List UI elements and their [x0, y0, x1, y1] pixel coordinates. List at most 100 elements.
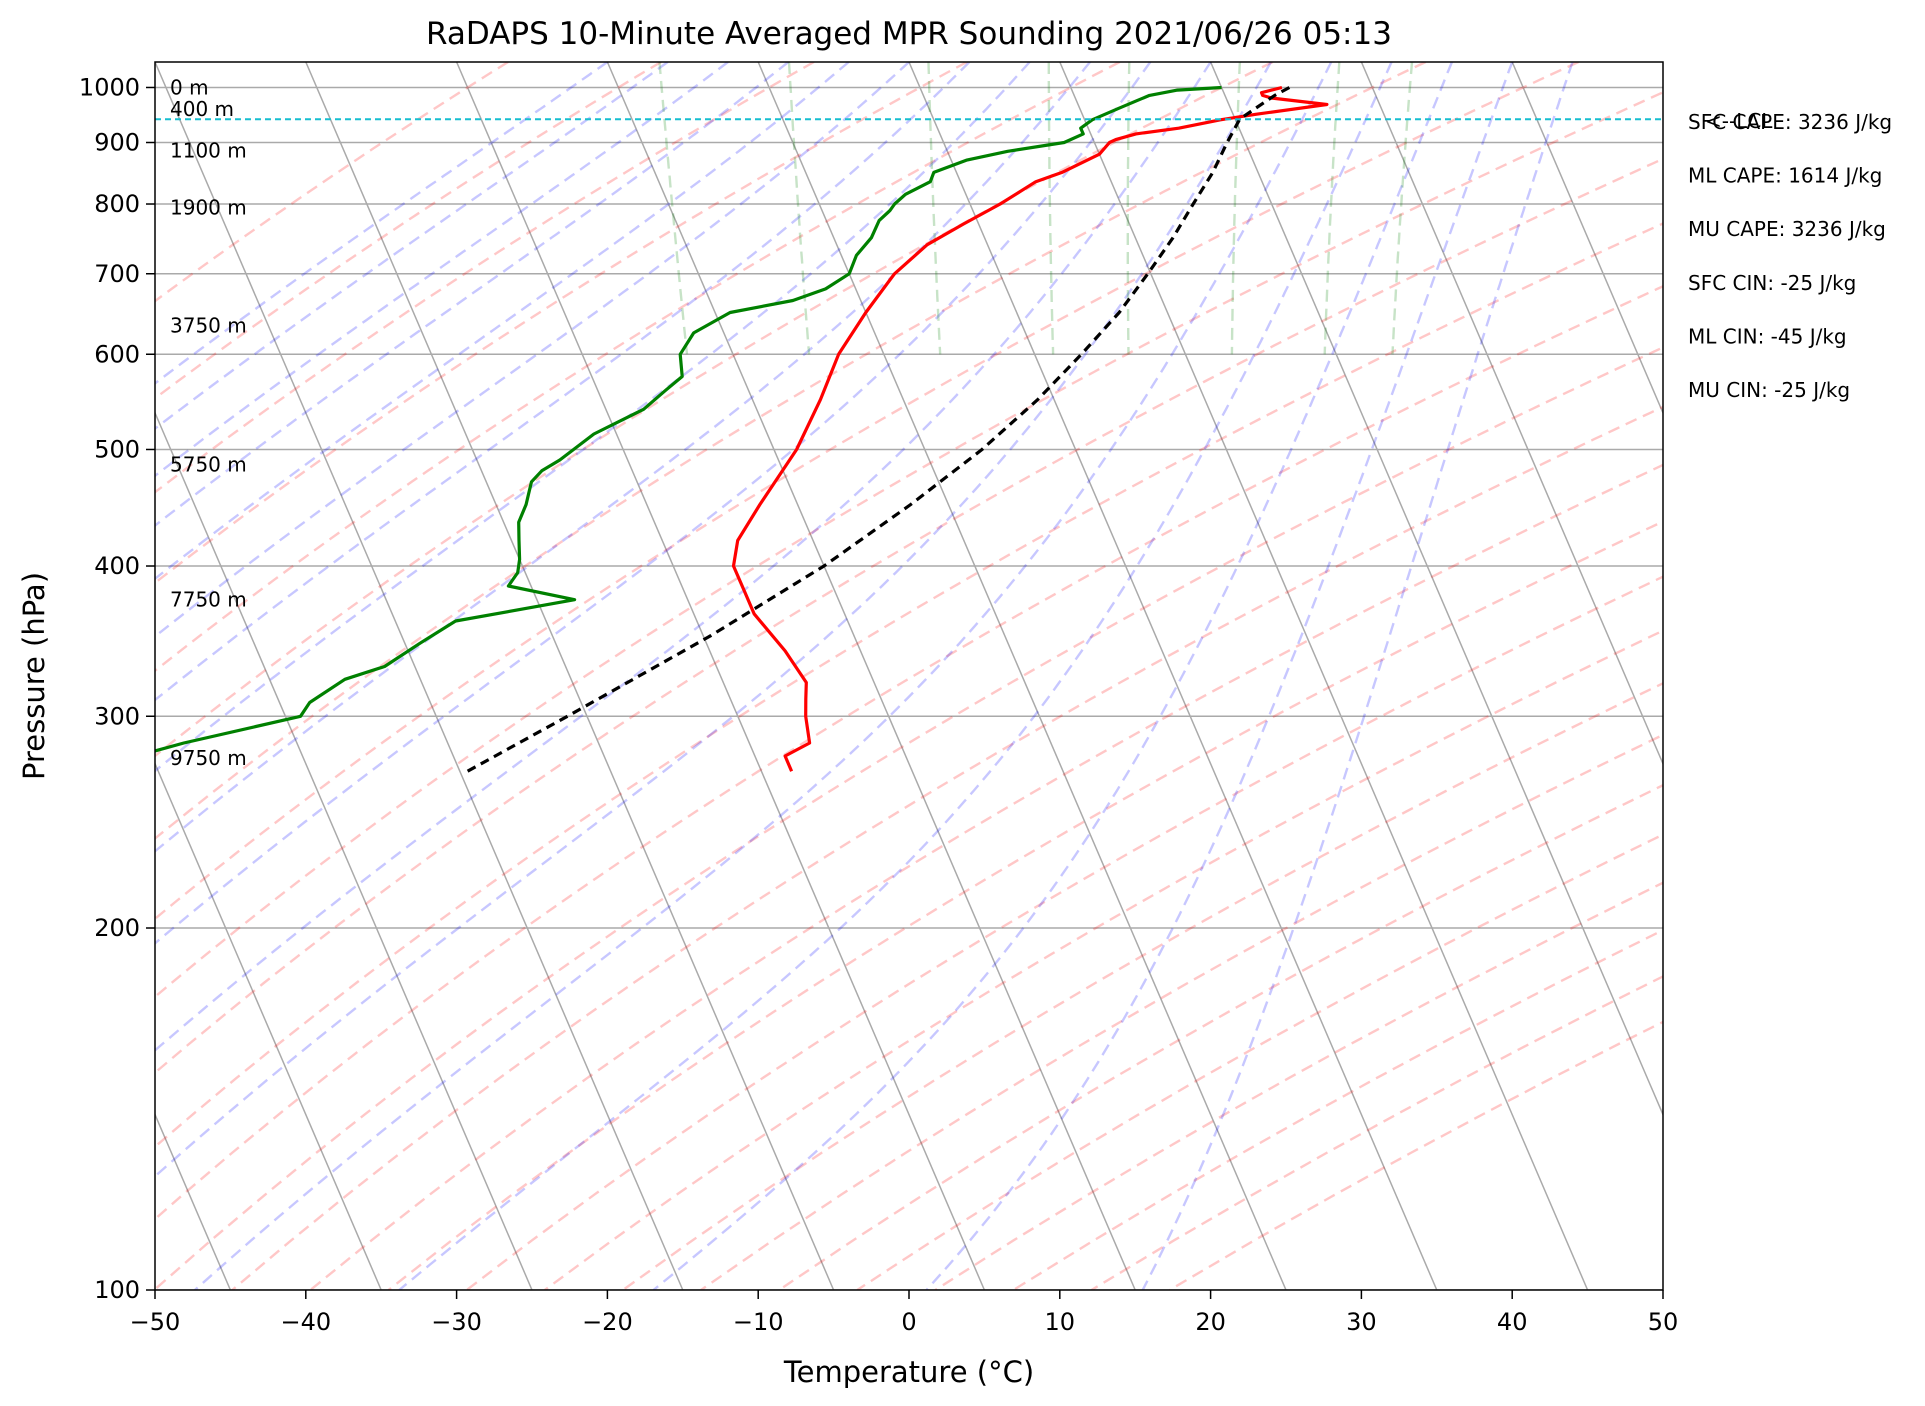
x-tick-label: −10: [733, 1308, 784, 1336]
dry-adiabat-line: [934, 881, 1663, 1290]
moist-adiabat-line: [155, 62, 1091, 853]
dry-adiabat-line: [155, 91, 1663, 999]
height-label: 1100 m: [170, 139, 247, 163]
moist-adiabat-line: [925, 62, 1514, 1290]
dry-adiabat-line: [155, 346, 1663, 1290]
y-tick-label: 200: [94, 914, 140, 942]
series-layer: [155, 85, 1663, 773]
y-tick-label: 1000: [79, 73, 140, 101]
x-tick-label: 40: [1497, 1308, 1528, 1336]
height-label: 7750 m: [170, 588, 247, 612]
isotherm-line: [155, 761, 382, 1290]
y-tick-label: 700: [94, 260, 140, 288]
stability-index-label: MU CAPE: 3236 J/kg: [1688, 217, 1886, 241]
height-label: 3750 m: [170, 313, 247, 337]
stability-index-label: ML CIN: -45 J/kg: [1688, 324, 1847, 348]
y-tick-label: 500: [94, 435, 140, 463]
dry-adiabat-line: [544, 629, 1663, 1290]
stability-index-label: MU CIN: -25 J/kg: [1688, 378, 1850, 402]
height-label: 5750 m: [170, 452, 247, 476]
parcel-path-line: [466, 86, 1291, 773]
mixing-ratio-line: [1391, 62, 1414, 355]
dry-adiabat-line: [155, 62, 968, 585]
y-tick-label: 600: [94, 340, 140, 368]
height-label: 400 m: [170, 97, 234, 121]
height-label: 0 m: [170, 75, 209, 99]
dry-adiabat-line: [155, 62, 509, 303]
mixing-ratio-line: [927, 62, 942, 355]
moist-adiabat-line: [1141, 62, 1574, 1290]
y-tick-label: 300: [94, 702, 140, 730]
isotherm-line: [155, 410, 533, 1290]
moist-adiabat-line: [155, 62, 910, 639]
axis-ticks-layer: −50 −40 −30 −20 −10 0 10 20 30 40 50 1000 900 800 700 6…: [79, 73, 1678, 1336]
moist-adiabat-line: [398, 62, 1393, 1290]
isotherm-line: [305, 62, 835, 1290]
dry-adiabat-line: [155, 62, 1121, 673]
x-tick-label: 30: [1346, 1308, 1377, 1336]
x-tick-label: −50: [130, 1308, 181, 1336]
dry-adiabat-line: [155, 62, 1580, 921]
moist-adiabat-line: [155, 62, 729, 478]
y-tick-label: 400: [94, 552, 140, 580]
dry-adiabat-line: [231, 405, 1663, 1290]
plot-frame: [154, 61, 1664, 1291]
dry-adiabat-line: [387, 520, 1663, 1290]
dry-adiabat-line: [155, 62, 1427, 841]
dry-adiabat-line: [622, 681, 1663, 1290]
x-tick-label: −40: [280, 1308, 331, 1336]
isotherm-line: [1360, 62, 1663, 766]
dry-adiabat-line: [155, 62, 815, 494]
temperature-line: [731, 85, 1329, 772]
moist-adiabat-line: [155, 62, 1272, 1178]
isotherm-line: [1511, 62, 1663, 415]
mixing-ratio-line: [658, 62, 689, 355]
mixing-ratio-line: [1230, 62, 1242, 355]
moist-adiabat-line: [155, 62, 1212, 1052]
dry-adiabat-line: [465, 575, 1663, 1290]
chart-title: RaDAPS 10-Minute Averaged MPR Sounding 2…: [426, 16, 1392, 52]
dry-adiabat-line: [700, 733, 1663, 1290]
x-tick-label: −20: [582, 1308, 633, 1336]
stability-index-label: SFC CIN: -25 J/kg: [1688, 271, 1856, 295]
y-axis-label: Pressure (hPa): [17, 572, 51, 780]
y-tick-label: 100: [94, 1276, 140, 1304]
y-tick-label: 900: [94, 129, 140, 157]
isotherm-line: [1059, 62, 1589, 1290]
isotherm-line: [606, 62, 1136, 1290]
dry-adiabat-line: [155, 62, 1274, 758]
moist-adiabat-line: [155, 62, 1152, 945]
stability-index-label: ML CAPE: 1614 J/kg: [1688, 164, 1882, 188]
moist-adiabat-line: [155, 62, 609, 385]
isotherm-line: [155, 62, 684, 1290]
x-tick-label: 10: [1045, 1308, 1076, 1336]
dry-adiabat-line: [309, 463, 1663, 1290]
dry-adiabat-line: [778, 783, 1663, 1290]
isotherm-line: [757, 62, 1287, 1290]
lcl-label: <--LCL: [1705, 109, 1773, 133]
mixing-ratio-line: [1323, 62, 1341, 355]
dry-adiabat-line: [155, 222, 1663, 1149]
x-tick-label: 50: [1648, 1308, 1679, 1336]
height-label: 1900 m: [170, 195, 247, 219]
x-tick-label: 0: [901, 1308, 916, 1336]
isotherm-line: [908, 62, 1438, 1290]
mixing-ratio-line: [787, 62, 811, 355]
dry-adiabat-line: [155, 157, 1663, 1075]
background-lines-layer: [155, 62, 1663, 1290]
moist-adiabat-line: [652, 62, 1454, 1290]
y-tick-label: 800: [94, 190, 140, 218]
mixing-ratio-line: [1047, 62, 1055, 355]
x-tick-label: 20: [1195, 1308, 1226, 1336]
dry-adiabat-line: [856, 833, 1663, 1290]
moist-adiabat-line: [194, 62, 1333, 1290]
dewpoint-line: [155, 85, 1222, 753]
isotherm-line: [455, 62, 986, 1290]
moist-adiabat-line: [155, 62, 1031, 773]
dry-adiabat-line: [155, 284, 1663, 1221]
dry-adiabat-line: [1012, 928, 1663, 1290]
moist-adiabat-line: [155, 62, 971, 702]
moist-adiabat-line: [155, 62, 790, 528]
x-axis-label: Temperature (°C): [783, 1355, 1034, 1389]
